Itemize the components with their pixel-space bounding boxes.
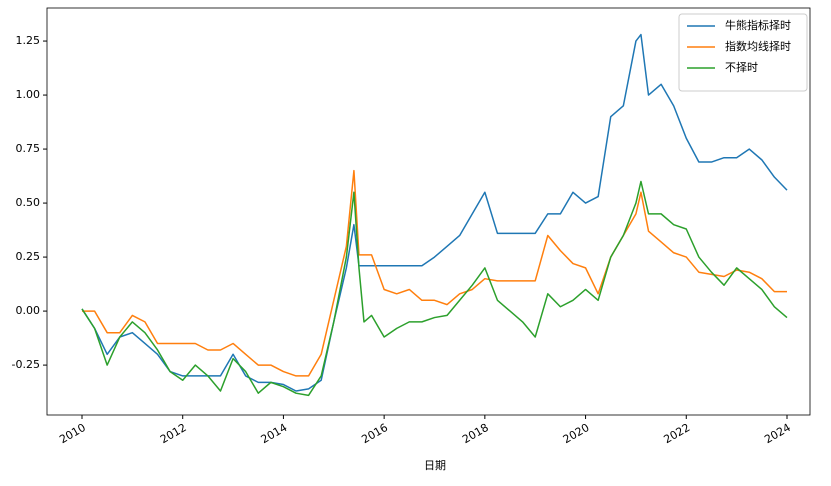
series-line: [81, 33, 788, 392]
x-tick-label: 2010: [57, 421, 88, 446]
x-tick-label: 2018: [460, 421, 491, 446]
x-tick-label: 2016: [359, 421, 390, 446]
y-tick-label: 0.25: [16, 250, 41, 263]
legend-label: 指数均线择时: [725, 39, 791, 53]
y-tick-label: 0.50: [16, 196, 41, 209]
y-tick-label: 1.25: [16, 34, 41, 47]
x-axis-label: 日期: [424, 459, 446, 472]
y-tick-label: 0.75: [16, 142, 41, 155]
legend-label: 不择时: [725, 60, 758, 74]
series-line: [81, 180, 788, 397]
y-tick-label: -0.25: [12, 358, 40, 371]
legend-label: 牛熊指标择时: [725, 18, 791, 32]
y-tick-label: 0.00: [16, 304, 41, 317]
y-tick-label: 1.00: [16, 88, 41, 101]
legend-box: [678, 13, 808, 92]
x-tick-label: 2012: [158, 421, 189, 446]
series-line: [82, 169, 787, 377]
x-tick-label: 2022: [662, 421, 693, 446]
x-tick-label: 2024: [762, 421, 793, 446]
x-tick-label: 2014: [259, 421, 290, 446]
x-tick-label: 2020: [561, 421, 592, 446]
plot-frame: [46, 7, 811, 416]
